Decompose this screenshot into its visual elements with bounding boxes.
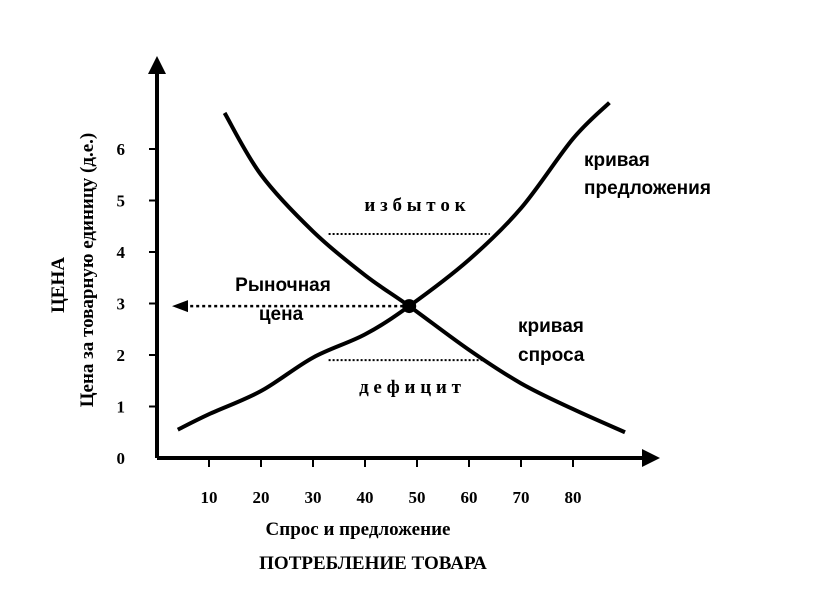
- y-axis-title-secondary: ЦЕНА: [48, 257, 69, 313]
- deficit-label: д е ф и ц и т: [359, 377, 462, 398]
- market-price-arrow-icon: [172, 300, 188, 313]
- x-tick-label: 50: [409, 488, 426, 507]
- x-tick-label: 20: [253, 488, 270, 507]
- y-tick-label: 6: [117, 140, 126, 159]
- supply-curve: [176, 101, 611, 432]
- y-tick-label: 3: [117, 295, 126, 314]
- equilibrium-point: [402, 299, 417, 314]
- y-ticks: 0 1 2 3 4 5 6: [117, 140, 157, 468]
- demand-curve-label-line1: кривая: [518, 316, 584, 337]
- x-ticks: 10 20 30 40 50 60 70 80: [201, 458, 582, 507]
- x-tick-label: 70: [513, 488, 530, 507]
- y-tick-label: 2: [117, 346, 126, 365]
- y-tick-label: 4: [117, 243, 126, 262]
- x-tick-label: 60: [461, 488, 478, 507]
- supply-curve-label-line1: кривая: [584, 150, 650, 171]
- demand-curve-label-line2: спроса: [518, 345, 585, 366]
- supply-curve-label-line2: предложения: [584, 178, 711, 199]
- x-tick-label: 30: [305, 488, 322, 507]
- x-axis-title: Спрос и предложение: [266, 519, 451, 540]
- y-tick-label: 0: [117, 449, 126, 468]
- y-axis-title: Цена за товарную единицу (д.е.): [77, 133, 98, 407]
- y-axis-arrow-icon: [148, 56, 166, 74]
- surplus-label: и з б ы т о к: [364, 195, 465, 216]
- market-price-label-line2: цена: [259, 304, 304, 325]
- y-tick-label: 5: [117, 192, 126, 211]
- x-tick-label: 10: [201, 488, 218, 507]
- x-tick-label: 40: [357, 488, 374, 507]
- x-axis-title-secondary: ПОТРЕБЛЕНИЕ ТОВАРА: [259, 553, 487, 574]
- x-axis-arrow-icon: [642, 449, 660, 467]
- market-price-label-line1: Рыночная: [235, 275, 331, 296]
- x-tick-label: 80: [565, 488, 582, 507]
- y-tick-label: 1: [117, 398, 126, 417]
